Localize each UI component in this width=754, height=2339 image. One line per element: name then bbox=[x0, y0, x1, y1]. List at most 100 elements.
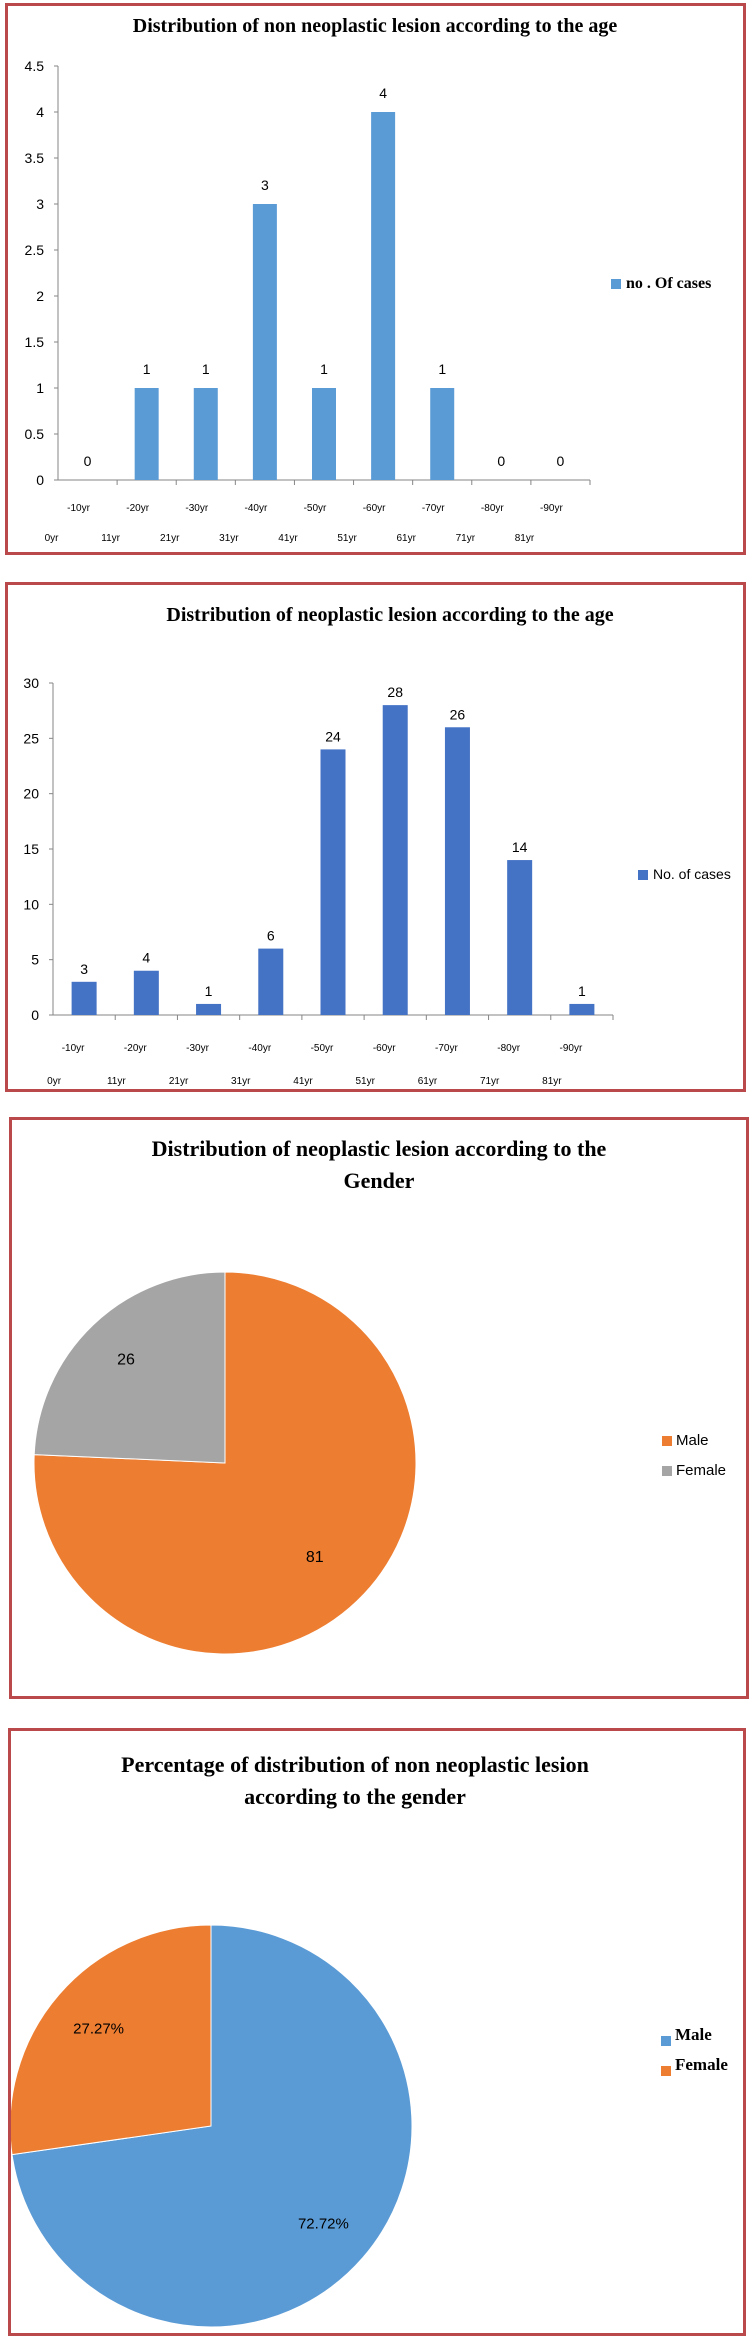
y-tick-label: 15 bbox=[23, 841, 39, 857]
legend-label: Female bbox=[676, 1462, 726, 1479]
chart-neoplastic-age: Distribution of neoplastic lesion accord… bbox=[5, 582, 746, 1092]
legend-swatch bbox=[661, 2036, 671, 2046]
x-tick-label-upper: -20yr bbox=[124, 1043, 147, 1054]
x-tick-label-upper: -70yr bbox=[422, 503, 445, 514]
y-tick-label: 1 bbox=[36, 380, 44, 396]
bar bbox=[430, 388, 455, 480]
data-label: 0 bbox=[497, 453, 505, 469]
chart-title-line-1: Percentage of distribution of non neopla… bbox=[121, 1752, 589, 1777]
x-tick-label-lower: 41yr bbox=[278, 533, 298, 544]
data-label: 1 bbox=[578, 983, 586, 999]
x-tick-label-lower: 31yr bbox=[219, 533, 239, 544]
bar bbox=[252, 204, 277, 480]
legend-label: No. of cases bbox=[653, 866, 731, 882]
bar bbox=[196, 1003, 222, 1015]
pie-slice-female bbox=[33, 1271, 226, 1464]
x-tick-label-upper: -30yr bbox=[186, 1043, 209, 1054]
x-tick-label-lower: 11yr bbox=[101, 533, 120, 544]
slice-label: 27.27% bbox=[73, 2021, 124, 2038]
x-tick-label-lower: 81yr bbox=[515, 533, 535, 544]
y-tick-label: 0 bbox=[31, 1007, 39, 1023]
x-tick-label-upper: -20yr bbox=[126, 503, 149, 514]
x-tick-label-lower: 11yr bbox=[107, 1076, 126, 1087]
data-label: 26 bbox=[450, 706, 466, 722]
y-tick-label: 2.5 bbox=[25, 242, 45, 258]
chart-title: Distribution of neoplastic lesion accord… bbox=[166, 604, 613, 626]
legend-label: Male bbox=[675, 2025, 712, 2044]
x-tick-label-lower: 51yr bbox=[337, 533, 357, 544]
x-tick-label-upper: -40yr bbox=[248, 1043, 271, 1054]
y-tick-label: 25 bbox=[23, 730, 39, 746]
bar bbox=[258, 948, 284, 1015]
x-tick-label-lower: 41yr bbox=[293, 1076, 313, 1087]
x-tick-label-upper: -70yr bbox=[435, 1043, 458, 1054]
chart-neoplastic-age-svg: Distribution of neoplastic lesion accord… bbox=[23, 604, 731, 1087]
data-label: 28 bbox=[387, 684, 403, 700]
legend-label: no . Of cases bbox=[626, 275, 711, 292]
x-tick-label-upper: -10yr bbox=[62, 1043, 85, 1054]
x-tick-label-lower: 81yr bbox=[542, 1076, 562, 1087]
legend-swatch bbox=[662, 1466, 672, 1476]
x-tick-label-upper: -40yr bbox=[244, 503, 267, 514]
x-tick-label-upper: -80yr bbox=[481, 503, 504, 514]
x-tick-label-upper: -50yr bbox=[304, 503, 327, 514]
x-tick-label-upper: -80yr bbox=[497, 1043, 520, 1054]
data-label: 1 bbox=[143, 361, 151, 377]
x-tick-label-upper: -90yr bbox=[559, 1043, 582, 1054]
chart-title: Distribution of non neoplastic lesion ac… bbox=[133, 15, 618, 37]
slice-label: 26 bbox=[117, 1352, 135, 1369]
bar bbox=[569, 1003, 595, 1015]
y-tick-label: 0.5 bbox=[25, 426, 45, 442]
x-tick-label-lower: 21yr bbox=[160, 533, 180, 544]
pie-slice-female bbox=[11, 1924, 212, 2156]
data-label: 1 bbox=[205, 983, 213, 999]
legend-swatch bbox=[661, 2066, 671, 2076]
data-label: 4 bbox=[379, 85, 387, 101]
bar bbox=[133, 970, 159, 1015]
legend-label: Male bbox=[676, 1432, 709, 1449]
x-tick-label-upper: -10yr bbox=[67, 503, 90, 514]
bar bbox=[71, 981, 97, 1015]
data-label: 14 bbox=[512, 839, 528, 855]
chart-non-neoplastic-gender: Percentage of distribution of non neopla… bbox=[8, 1728, 746, 2336]
data-label: 4 bbox=[142, 950, 150, 966]
slice-label: 72.72% bbox=[298, 2215, 349, 2232]
data-label: 1 bbox=[320, 361, 328, 377]
y-tick-label: 2 bbox=[36, 288, 44, 304]
chart-neoplastic-gender-svg: Distribution of neoplastic lesion accord… bbox=[33, 1136, 726, 1655]
bar bbox=[507, 860, 533, 1015]
pie-slice-male bbox=[11, 1924, 413, 2328]
bar bbox=[320, 749, 346, 1015]
x-tick-label-upper: -60yr bbox=[373, 1043, 396, 1054]
legend-swatch bbox=[662, 1436, 672, 1446]
x-tick-label-lower: 61yr bbox=[396, 533, 416, 544]
x-tick-label-lower: 71yr bbox=[456, 533, 476, 544]
x-tick-label-lower: 61yr bbox=[418, 1076, 438, 1087]
data-label: 6 bbox=[267, 928, 275, 944]
y-tick-label: 5 bbox=[31, 952, 39, 968]
y-tick-label: 1.5 bbox=[25, 334, 45, 350]
y-tick-label: 3 bbox=[36, 196, 44, 212]
x-tick-label-lower: 51yr bbox=[355, 1076, 375, 1087]
y-tick-label: 10 bbox=[23, 896, 39, 912]
x-tick-label-upper: -90yr bbox=[540, 503, 563, 514]
y-tick-label: 4 bbox=[36, 104, 44, 120]
data-label: 24 bbox=[325, 728, 341, 744]
chart-title-line-1: Distribution of neoplastic lesion accord… bbox=[152, 1136, 607, 1161]
chart-non-neoplastic-age: Distribution of non neoplastic lesion ac… bbox=[5, 3, 746, 555]
data-label: 1 bbox=[438, 361, 446, 377]
bar bbox=[134, 388, 159, 480]
chart-non-neoplastic-age-svg: Distribution of non neoplastic lesion ac… bbox=[25, 15, 712, 544]
chart-title-line-2: according to the gender bbox=[244, 1784, 466, 1809]
x-tick-label-lower: 21yr bbox=[169, 1076, 189, 1087]
legend-swatch bbox=[638, 870, 648, 880]
x-tick-label-lower: 0yr bbox=[47, 1076, 62, 1087]
x-tick-label-upper: -60yr bbox=[363, 503, 386, 514]
data-label: 0 bbox=[84, 453, 92, 469]
bar bbox=[444, 727, 470, 1015]
x-tick-label-upper: -50yr bbox=[311, 1043, 334, 1054]
data-label: 0 bbox=[557, 453, 565, 469]
y-tick-label: 0 bbox=[36, 472, 44, 488]
chart-title-line-2: Gender bbox=[344, 1168, 415, 1193]
data-label: 3 bbox=[261, 177, 269, 193]
